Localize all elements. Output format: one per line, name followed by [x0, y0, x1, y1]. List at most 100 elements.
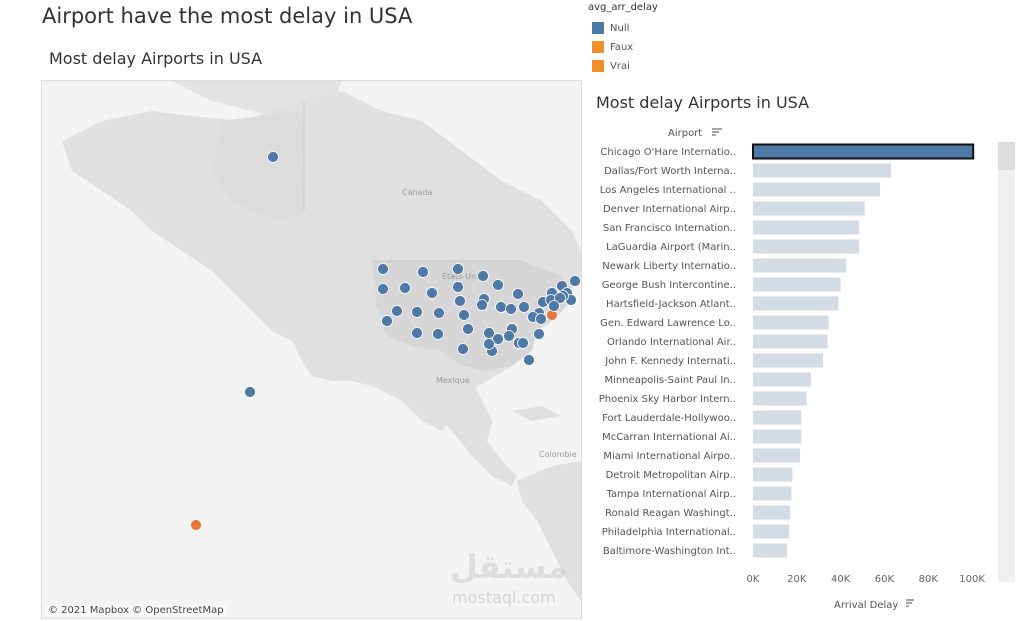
airport-marker[interactable]	[462, 323, 474, 335]
bar[interactable]	[753, 524, 790, 539]
category-label[interactable]: Detroit Metropolitan Airp..	[606, 470, 736, 481]
category-label[interactable]: Orlando International Air..	[607, 337, 736, 348]
airport-marker[interactable]	[454, 295, 466, 307]
airport-markers[interactable]	[190, 151, 581, 531]
category-label[interactable]: Minneapolis-Saint Paul In..	[604, 375, 736, 386]
bar[interactable]	[753, 353, 824, 368]
airport-marker[interactable]	[483, 338, 495, 350]
airport-marker[interactable]	[554, 292, 566, 304]
bar[interactable]	[753, 315, 829, 330]
airport-marker[interactable]	[495, 301, 507, 313]
airport-marker[interactable]	[399, 282, 411, 294]
bar[interactable]	[753, 239, 860, 254]
category-label[interactable]: Fort Lauderdale-Hollywoo..	[602, 413, 736, 424]
airport-marker[interactable]	[503, 330, 515, 342]
airport-marker[interactable]	[411, 327, 423, 339]
bar-chart-canvas[interactable]: Airport Chicago O'Hare Internatio.. Dalla…	[580, 120, 1025, 621]
bar[interactable]	[753, 391, 807, 406]
airport-marker[interactable]	[492, 333, 504, 345]
map-attribution: © 2021 Mapbox © OpenStreetMap	[46, 605, 226, 616]
airport-marker[interactable]	[452, 263, 464, 275]
sort-icon-x[interactable]	[906, 599, 914, 607]
map-panel[interactable]: Canada États-Unis Mexique Colombie © 202…	[41, 80, 582, 619]
bar[interactable]	[753, 182, 881, 197]
airport-marker[interactable]	[505, 303, 517, 315]
legend-item-vrai[interactable]: Vrai	[592, 59, 630, 73]
bar[interactable]	[753, 372, 812, 387]
category-header[interactable]: Airport	[668, 128, 702, 139]
airport-marker[interactable]	[457, 343, 469, 355]
airport-marker[interactable]	[377, 263, 389, 275]
bar[interactable]	[753, 258, 847, 273]
watermark-url: mostaql.com	[452, 588, 556, 607]
category-label[interactable]: McCarran International Ai..	[602, 432, 736, 443]
airport-marker[interactable]	[417, 266, 429, 278]
bar[interactable]	[752, 143, 975, 160]
legend-item-null[interactable]: Null	[592, 21, 629, 35]
airport-marker[interactable]	[190, 519, 202, 531]
airport-marker[interactable]	[518, 301, 530, 313]
bar[interactable]	[753, 448, 801, 463]
airport-marker[interactable]	[411, 306, 423, 318]
category-label[interactable]: Chicago O'Hare Internatio..	[600, 147, 736, 158]
bar[interactable]	[753, 505, 791, 520]
airport-marker[interactable]	[458, 309, 470, 321]
airport-marker[interactable]	[433, 307, 445, 319]
category-label[interactable]: Newark Liberty Internatio..	[602, 261, 736, 272]
category-label[interactable]: Phoenix Sky Harbor Intern..	[599, 394, 736, 405]
category-label[interactable]: George Bush Intercontine..	[602, 280, 736, 291]
legend-swatch-faux	[592, 41, 604, 53]
bar[interactable]	[753, 410, 802, 425]
airport-marker[interactable]	[569, 275, 581, 287]
airport-marker[interactable]	[476, 299, 488, 311]
airport-marker[interactable]	[523, 354, 535, 366]
category-label[interactable]: Baltimore-Washington Int..	[603, 546, 736, 557]
airport-marker[interactable]	[548, 300, 560, 312]
category-label[interactable]: Gen. Edward Lawrence Lo..	[600, 318, 736, 329]
x-axis-label[interactable]: Arrival Delay	[834, 600, 898, 611]
category-label[interactable]: Tampa International Airp..	[606, 489, 736, 500]
legend-item-faux[interactable]: Faux	[592, 40, 633, 54]
category-label[interactable]: Hartsfield-Jackson Atlant..	[606, 299, 736, 310]
category-label[interactable]: San Francisco Internation..	[603, 223, 736, 234]
category-label[interactable]: Miami International Airpo..	[603, 451, 736, 462]
scrollbar-thumb[interactable]	[998, 142, 1015, 170]
category-label[interactable]: LaGuardia Airport (Marin..	[606, 242, 736, 253]
scrollbar-track[interactable]	[998, 142, 1015, 582]
airport-marker[interactable]	[492, 279, 504, 291]
airport-marker[interactable]	[426, 287, 438, 299]
airport-marker[interactable]	[477, 270, 489, 282]
airport-marker[interactable]	[517, 337, 529, 349]
bar-chart[interactable]: Airport Chicago O'Hare Internatio.. Dalla…	[580, 120, 1025, 621]
airport-marker[interactable]	[391, 305, 403, 317]
category-label[interactable]: Dallas/Fort Worth Interna..	[604, 166, 736, 177]
sort-icon[interactable]	[712, 128, 722, 136]
category-label[interactable]: Los Angeles International ..	[600, 185, 736, 196]
bar[interactable]	[753, 296, 839, 311]
map-canvas[interactable]: Canada États-Unis Mexique Colombie	[42, 81, 581, 618]
airport-marker[interactable]	[452, 281, 464, 293]
bar[interactable]	[753, 429, 802, 444]
category-label[interactable]: Philadelphia International..	[602, 527, 736, 538]
bar[interactable]	[753, 486, 792, 501]
category-label[interactable]: John F. Kennedy Internati..	[604, 356, 736, 367]
category-label[interactable]: Ronald Reagan Washingt..	[605, 508, 736, 519]
bar[interactable]	[753, 277, 841, 292]
airport-marker[interactable]	[533, 328, 545, 340]
airport-marker[interactable]	[377, 283, 389, 295]
bar-chart-title: Most delay Airports in USA	[596, 93, 810, 112]
bar[interactable]	[753, 201, 865, 216]
airport-marker[interactable]	[535, 313, 547, 325]
bar[interactable]	[753, 334, 828, 349]
airport-marker[interactable]	[267, 151, 279, 163]
bar[interactable]	[753, 220, 860, 235]
airport-marker[interactable]	[512, 288, 524, 300]
bar[interactable]	[753, 543, 787, 558]
airport-marker[interactable]	[381, 315, 393, 327]
category-label[interactable]: Denver International Airp..	[603, 204, 736, 215]
bars[interactable]	[752, 143, 975, 558]
bar[interactable]	[753, 467, 793, 482]
airport-marker[interactable]	[244, 386, 256, 398]
bar[interactable]	[753, 163, 892, 178]
airport-marker[interactable]	[432, 328, 444, 340]
